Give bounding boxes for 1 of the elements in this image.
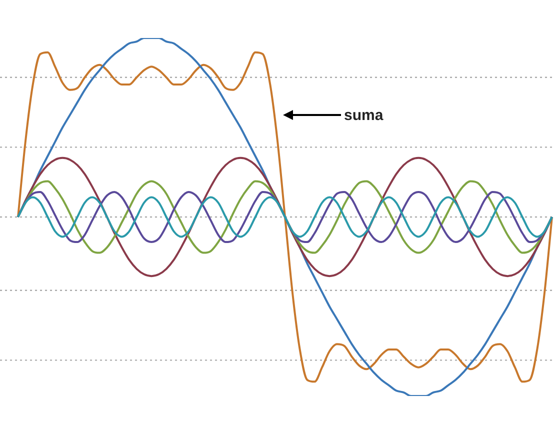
annotation: suma [344, 107, 384, 124]
